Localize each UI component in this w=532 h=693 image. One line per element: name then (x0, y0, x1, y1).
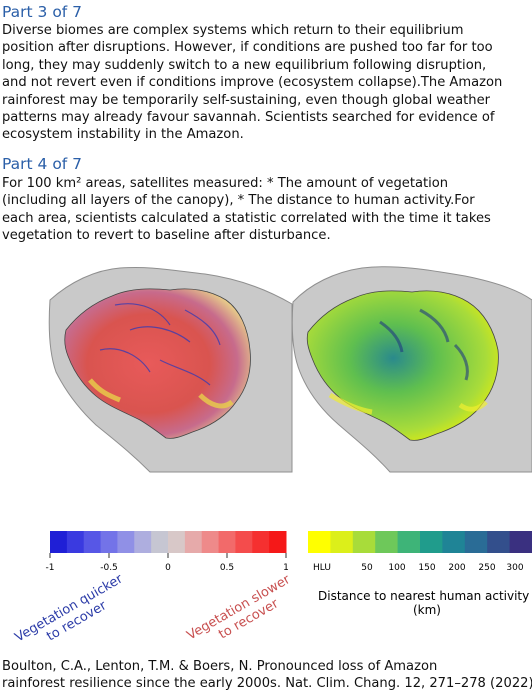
right-colorbar-swatch (308, 531, 331, 553)
annotation-quicker: Vegetation quicker to recover (13, 571, 127, 645)
right-colorbar-swatch (352, 531, 376, 553)
left-map (48, 266, 293, 473)
citation-line: Boulton, C.A., Lenton, T.M. & Boers, N. … (2, 659, 438, 674)
part3-line: rainforest may be temporarily self-susta… (2, 92, 491, 108)
part3-line: and not revert even if conditions improv… (2, 75, 503, 91)
left-colorbar-ticks: -1 -0.5 0 0.5 1 (46, 553, 289, 573)
left-tick-label: 1 (283, 563, 289, 573)
annotation-quicker-line1: Vegetation quicker (13, 571, 127, 645)
right-colorbar-swatch (464, 531, 488, 553)
left-colorbar-swatch (184, 531, 203, 553)
left-colorbar (50, 531, 287, 553)
left-colorbar-swatch (117, 531, 135, 553)
part4-line: For 100 km² areas, satellites measured: … (2, 176, 449, 191)
part3-heading: Part 3 of 7 (2, 3, 83, 21)
right-colorbar-swatch (442, 531, 466, 553)
left-tick-label: -1 (46, 563, 55, 573)
right-colorbar-swatch (487, 531, 511, 553)
citation-line: rainforest resilience since the early 20… (2, 676, 532, 692)
right-colorbar-swatch (509, 531, 532, 553)
part3-line: position after disruptions. However, if … (2, 40, 493, 56)
right-tick-label: HLU (313, 563, 331, 573)
right-tick-label: 100 (388, 563, 405, 573)
part4-heading: Part 4 of 7 (2, 155, 83, 173)
left-colorbar-swatch (269, 531, 287, 553)
left-colorbar-swatch (252, 531, 270, 553)
right-colorbar-swatch (397, 531, 421, 553)
left-colorbar-swatch (151, 531, 169, 553)
right-colorbar (308, 531, 532, 553)
part4-line: each area, scientists calculated a stati… (2, 210, 491, 226)
part3-line: ecosystem instability in the Amazon. (2, 127, 244, 143)
left-tick-label: 0 (165, 563, 171, 573)
left-colorbar-swatch (83, 531, 102, 553)
right-colorbar-swatch (420, 531, 443, 553)
right-map (291, 266, 532, 473)
part4-paragraph: For 100 km² areas, satellites measured: … (2, 175, 532, 245)
right-colorbar-swatch (375, 531, 399, 553)
left-colorbar-swatch (235, 531, 253, 553)
right-tick-label: 150 (418, 563, 435, 573)
part3-line: patterns may already favour savannah. Sc… (2, 110, 495, 126)
left-colorbar-swatch (66, 531, 85, 553)
left-colorbar-swatch (218, 531, 236, 553)
part3-line: Diverse biomes are complex systems which… (2, 23, 464, 38)
left-colorbar-swatch (134, 531, 152, 553)
right-tick-label: 50 (361, 563, 373, 573)
right-colorbar-title: Distance to nearest human activity (318, 589, 529, 603)
left-colorbar-swatch (168, 531, 186, 553)
left-colorbar-swatch (50, 531, 68, 553)
left-tick-label: -0.5 (100, 563, 118, 573)
citation: Boulton, C.A., Lenton, T.M. & Boers, N. … (2, 658, 532, 693)
right-colorbar-unit: (km) (413, 603, 441, 617)
right-tick-label: 250 (478, 563, 495, 573)
part3-paragraph: Diverse biomes are complex systems which… (2, 22, 532, 144)
right-colorbar-ticks: HLU 50 100 150 200 250 300 Distance to n… (313, 563, 529, 617)
right-basin-distance (306, 290, 499, 441)
right-tick-label: 300 (506, 563, 523, 573)
left-colorbar-swatch (100, 531, 118, 553)
part4-line: vegetation to revert to baseline after d… (2, 228, 331, 244)
part4-line: (including all layers of the canopy), * … (2, 193, 475, 209)
part3-line: long, they may suddenly switch to a new … (2, 57, 487, 73)
annotation-slower: Vegetation slower to recover (185, 572, 294, 644)
right-colorbar-swatch (330, 531, 354, 553)
right-tick-label: 200 (448, 563, 465, 573)
left-tick-label: 0.5 (220, 563, 234, 573)
left-colorbar-swatch (201, 531, 220, 553)
